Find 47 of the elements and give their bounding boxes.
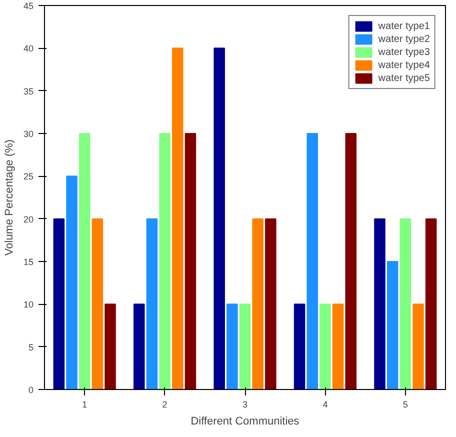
bar	[104, 304, 116, 390]
legend-label: water type2	[378, 33, 430, 45]
legend-label: water type1	[378, 20, 430, 32]
bar	[265, 218, 276, 390]
bar	[412, 304, 424, 390]
legend-label: water type5	[378, 72, 430, 84]
bar	[78, 133, 90, 390]
y-tick-label: 15	[23, 257, 34, 267]
y-tick-label: 20	[23, 214, 34, 224]
bar	[226, 304, 238, 390]
y-axis-title: Volume Percentage (%)	[3, 139, 16, 256]
bar	[92, 218, 104, 390]
x-tick-label: 1	[82, 400, 88, 410]
bar	[400, 218, 412, 390]
y-tick-label: 5	[28, 342, 34, 352]
x-tick-label: 5	[402, 400, 408, 410]
bar	[184, 133, 196, 390]
y-tick-label: 45	[23, 1, 34, 11]
bar	[53, 218, 65, 390]
legend-label: water type3	[378, 46, 430, 58]
x-tick-label: 3	[242, 400, 248, 410]
bar	[332, 304, 344, 390]
y-tick-label: 30	[23, 129, 34, 139]
bar	[134, 304, 145, 390]
bar	[239, 304, 251, 390]
bar	[294, 304, 306, 390]
bar	[425, 218, 437, 390]
y-tick-label: 35	[23, 86, 34, 96]
x-tick-label: 4	[322, 400, 328, 410]
bar	[252, 218, 264, 390]
bar	[214, 48, 225, 390]
bar	[374, 218, 386, 390]
y-tick-label: 0	[28, 385, 34, 395]
x-axis-title: Different Communities	[190, 416, 300, 428]
bar	[306, 133, 318, 390]
bar	[386, 261, 398, 390]
y-tick-label: 10	[23, 300, 34, 310]
legend-label: water type4	[378, 59, 430, 71]
bar	[345, 133, 356, 390]
bar	[66, 176, 78, 390]
bar	[172, 48, 184, 390]
y-tick-label: 25	[23, 172, 34, 182]
bar	[320, 304, 331, 390]
y-tick-label: 40	[23, 44, 34, 54]
x-tick-label: 2	[162, 400, 168, 410]
bar	[146, 218, 158, 390]
bar	[159, 133, 170, 390]
